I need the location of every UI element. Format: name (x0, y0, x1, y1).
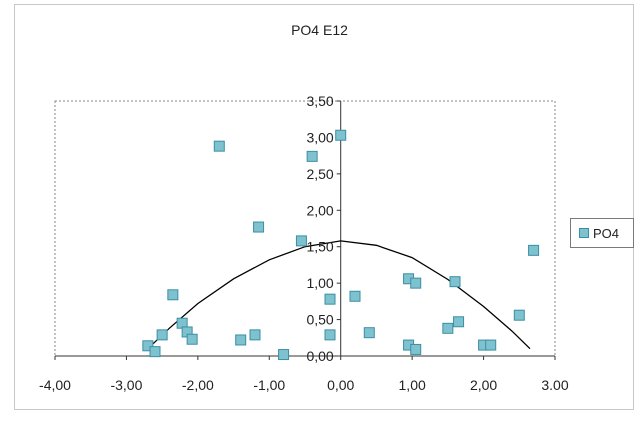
data-point (324, 293, 336, 305)
data-point (186, 333, 198, 345)
y-tick-label: 0,50 (306, 312, 333, 328)
legend-label: PO4 (593, 225, 620, 241)
y-tick-label: 0,00 (306, 348, 333, 364)
data-point (142, 340, 154, 352)
x-tick-label: -1,00 (253, 377, 285, 393)
data-point (363, 327, 375, 339)
y-tick-label: 3,00 (306, 129, 333, 145)
x-tick-label: -3,00 (110, 377, 142, 393)
data-point (235, 334, 247, 346)
data-point (249, 329, 261, 341)
data-point (410, 343, 422, 355)
y-tick-label: 1,00 (306, 275, 333, 291)
y-tick-label: 1,50 (306, 239, 333, 255)
data-point (410, 277, 422, 289)
data-point (442, 322, 454, 334)
x-tick-label: 1,00 (399, 377, 426, 393)
data-point (156, 329, 168, 341)
data-point (295, 235, 307, 247)
legend-marker-icon (579, 228, 589, 238)
y-tick-label: 2,00 (306, 202, 333, 218)
y-tick-label: 3,50 (306, 93, 333, 109)
x-tick-label: 3.00 (541, 377, 568, 393)
x-tick-label: 0,00 (327, 377, 354, 393)
data-point (324, 329, 336, 341)
data-point (453, 316, 465, 328)
data-point (449, 276, 461, 288)
x-tick-label: -4,00 (39, 377, 71, 393)
data-point (485, 339, 497, 351)
trendline (147, 240, 531, 350)
legend: PO4 (570, 218, 634, 248)
plot-border (54, 100, 556, 357)
data-point (213, 140, 225, 152)
data-point (149, 346, 161, 358)
data-point (528, 244, 540, 256)
chart-title: PO4 E12 (291, 22, 348, 38)
data-point (513, 309, 525, 321)
y-tick-label: 2,50 (306, 166, 333, 182)
data-point (253, 221, 265, 233)
x-tick-label: -2,00 (182, 377, 214, 393)
data-point (349, 290, 361, 302)
data-point (167, 289, 179, 301)
data-point (278, 349, 290, 361)
data-point (335, 129, 347, 141)
x-tick-label: 2,00 (470, 377, 497, 393)
chart-area (14, 4, 634, 410)
data-point (306, 150, 318, 162)
